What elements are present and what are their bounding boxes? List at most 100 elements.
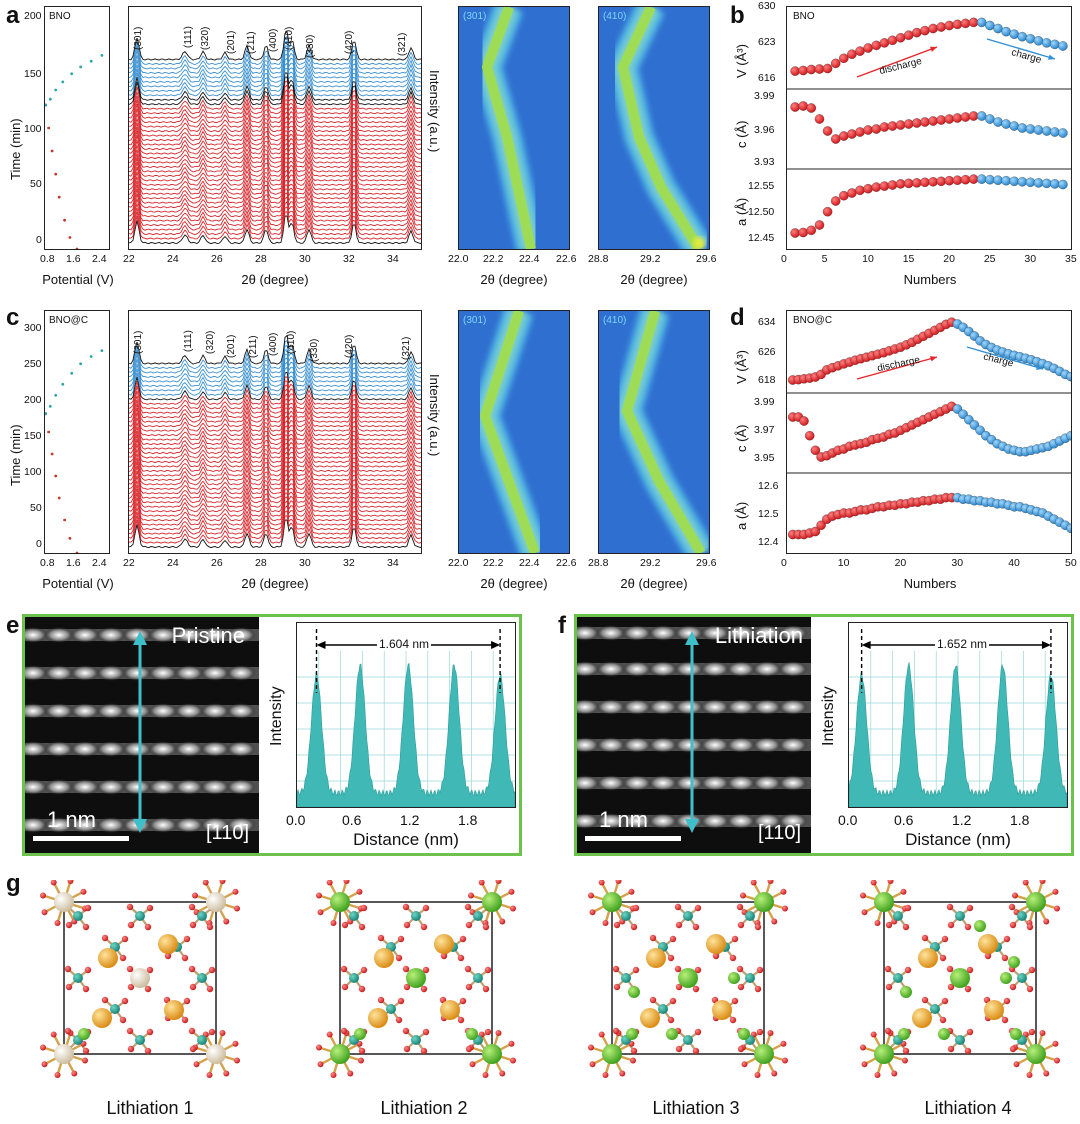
oxygen-atom: [146, 904, 154, 912]
oxygen-atom: [40, 892, 46, 899]
nb-atom: [745, 973, 755, 983]
contour-tag: (410): [603, 11, 627, 22]
oxygen-atom: [1039, 880, 1046, 884]
data-point-charge: [993, 175, 1003, 185]
oxygen-atom: [669, 935, 677, 943]
profile-plot-e: 1.604 nm: [296, 622, 516, 808]
atom-column: [44, 703, 74, 719]
oxygen-atom: [317, 909, 324, 916]
contour-xlabel: 2θ (degree): [620, 576, 688, 591]
xrd-pattern-charge: [129, 30, 421, 61]
lattice-ytick: 12.6: [758, 480, 779, 492]
oxygen-atom: [1013, 1061, 1020, 1068]
xrd-pattern-discharge: [129, 446, 421, 477]
profile-f-distance: 1.652 nm: [935, 637, 990, 651]
lithium-atom: [626, 1028, 638, 1040]
contour-c-301-svg: [459, 311, 569, 553]
oxygen-atom: [756, 966, 764, 974]
lithium-atom: [354, 1028, 366, 1040]
oxygen-atom: [189, 1045, 197, 1053]
xrd-a-xtick: 28: [255, 253, 267, 265]
contour-xtick: 29.6: [696, 557, 717, 569]
data-point-discharge: [936, 176, 946, 187]
xrd-pattern-discharge: [129, 196, 421, 227]
atom-column: [674, 737, 704, 753]
echem-a-ytick: 150: [24, 68, 42, 80]
contour-a-410-svg: [599, 7, 709, 249]
oxygen-atom: [694, 1028, 702, 1036]
nb-atom: [197, 911, 207, 921]
echem-a-ytick: 50: [30, 178, 42, 190]
oxygen-atom: [422, 904, 430, 912]
data-point-discharge: [952, 175, 963, 185]
oxygen-atom: [71, 1070, 78, 1077]
data-point-charge: [1041, 126, 1052, 136]
xrd-a-ylabel: Intensity (a.u.): [427, 70, 442, 153]
lattice-xtick: 50: [1065, 557, 1077, 569]
atom-column: [122, 703, 152, 719]
oxygen-atom: [189, 921, 197, 929]
echem-plot-c: BNO@C: [44, 310, 110, 555]
hkl-label: (201): [226, 334, 237, 358]
oxygen-atom: [422, 966, 430, 974]
oxygen-atom: [884, 1027, 892, 1035]
oxygen-atom: [588, 892, 594, 899]
nb-atom: [893, 911, 903, 921]
xrd-pattern-discharge: [129, 407, 421, 437]
atom-column: [226, 665, 256, 681]
oxygen-atom: [947, 921, 955, 929]
oxygen-atom: [188, 903, 196, 911]
echem-point-charge: [48, 97, 52, 101]
oxygen-atom: [1052, 888, 1059, 895]
oxygen-atom: [101, 996, 109, 1004]
data-point-discharge: [814, 220, 825, 230]
atom-column: [44, 665, 74, 681]
oxygen-atom: [1012, 892, 1018, 899]
profile-f-xtick: 0.0: [838, 812, 858, 828]
data-point-discharge: [847, 188, 857, 198]
oxygen-atom: [939, 954, 947, 962]
xrd-pattern-discharge: [129, 115, 421, 146]
oxygen-atom: [860, 892, 866, 899]
lattice-xtick: 0: [781, 557, 787, 569]
oxygen-atom: [870, 880, 877, 886]
oxygen-atom: [126, 1027, 134, 1035]
xrd-a-xlabel: 2θ (degree): [241, 272, 309, 287]
atom-column: [70, 741, 100, 757]
xrd-c-xtick: 28: [255, 557, 267, 569]
data-point-charge: [1041, 178, 1052, 189]
nb-atom: [197, 973, 207, 983]
xrd-pattern-discharge: [129, 103, 421, 133]
echem-point-charge: [44, 103, 48, 107]
xrd-c-ylabel: Intensity (a.u.): [427, 374, 442, 457]
stem-f-svg: [577, 625, 811, 833]
oxygen-atom: [457, 1016, 465, 1024]
contour-peak-ridge: [482, 7, 536, 249]
xrd-pattern-discharge: [129, 169, 421, 200]
nb-atom: [386, 1004, 396, 1014]
oxygen-atom: [1054, 905, 1060, 912]
nb-atom: [1017, 973, 1027, 983]
lithium-atom: [78, 1028, 90, 1040]
data-point-discharge: [863, 43, 873, 53]
atom-column: [200, 627, 230, 643]
xrd-pattern-discharge: [129, 438, 421, 468]
hkl-label: (410): [284, 26, 295, 50]
oxygen-atom: [223, 918, 230, 925]
data-point-discharge: [822, 206, 833, 217]
echem-c-ytick: 100: [24, 466, 42, 478]
data-point-discharge: [830, 134, 841, 144]
oxygen-atom: [630, 923, 638, 931]
nb-atom: [473, 973, 483, 983]
data-point-discharge: [960, 18, 971, 29]
oxygen-atom: [712, 952, 720, 960]
atom-column: [752, 775, 782, 791]
echem-point-charge: [100, 349, 104, 352]
oxygen-atom: [234, 1057, 240, 1064]
atom-column: [752, 813, 782, 829]
panel-label-g: g: [6, 870, 21, 897]
data-point-discharge: [960, 112, 971, 122]
data-point-discharge: [855, 185, 865, 196]
oxygen-atom: [219, 1030, 226, 1036]
ba-atom: [712, 1000, 732, 1020]
